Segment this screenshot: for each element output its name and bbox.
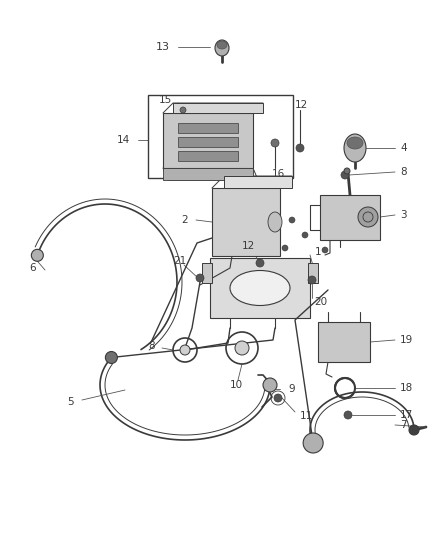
Ellipse shape (217, 41, 227, 49)
Bar (212, 188, 280, 256)
Text: 21: 21 (173, 256, 187, 266)
Bar (318, 322, 370, 362)
Circle shape (235, 341, 249, 355)
Circle shape (180, 345, 190, 355)
Circle shape (303, 433, 323, 453)
Circle shape (341, 171, 349, 179)
Circle shape (302, 232, 308, 238)
Bar (308, 263, 318, 283)
Ellipse shape (268, 212, 282, 232)
Circle shape (256, 259, 264, 267)
Text: 8: 8 (148, 341, 155, 351)
Text: 14: 14 (117, 135, 130, 145)
Circle shape (296, 144, 304, 152)
Bar (178, 151, 238, 161)
Text: 7: 7 (400, 420, 406, 430)
Circle shape (308, 276, 316, 284)
Text: 8: 8 (400, 167, 406, 177)
Bar (163, 113, 253, 168)
Bar (224, 176, 292, 188)
Text: 11: 11 (300, 411, 313, 421)
Circle shape (289, 217, 295, 223)
Circle shape (282, 245, 288, 251)
Circle shape (271, 139, 279, 147)
Bar (178, 123, 238, 133)
Bar (320, 195, 380, 240)
Circle shape (358, 207, 378, 227)
Circle shape (180, 107, 186, 113)
Text: 10: 10 (230, 380, 243, 390)
Ellipse shape (347, 137, 363, 149)
Bar (173, 103, 263, 113)
Text: 2: 2 (181, 215, 188, 225)
Circle shape (322, 247, 328, 253)
Bar (148, 95, 293, 178)
Ellipse shape (344, 134, 366, 162)
Text: 6: 6 (29, 263, 36, 273)
Text: 15: 15 (159, 95, 172, 105)
Bar (202, 263, 212, 283)
Text: 20: 20 (314, 297, 327, 307)
Text: 19: 19 (400, 335, 413, 345)
Text: 5: 5 (67, 397, 74, 407)
Circle shape (274, 394, 282, 402)
Circle shape (32, 249, 43, 261)
Text: 9: 9 (288, 384, 295, 394)
Text: 3: 3 (400, 210, 406, 220)
Circle shape (344, 168, 350, 174)
Text: 16: 16 (272, 169, 285, 179)
Circle shape (263, 378, 277, 392)
Circle shape (409, 425, 419, 435)
Ellipse shape (215, 40, 229, 56)
Bar (178, 137, 238, 147)
Text: 13: 13 (156, 42, 170, 52)
Bar (163, 168, 253, 180)
Text: 18: 18 (400, 383, 413, 393)
Circle shape (344, 411, 352, 419)
Text: 12: 12 (241, 241, 254, 251)
Text: 1: 1 (315, 247, 321, 257)
Circle shape (196, 274, 204, 282)
Text: 12: 12 (294, 100, 307, 110)
Circle shape (106, 351, 117, 364)
Text: 4: 4 (400, 143, 406, 153)
Ellipse shape (230, 271, 290, 305)
Text: 17: 17 (400, 410, 413, 420)
Bar (210, 258, 310, 318)
